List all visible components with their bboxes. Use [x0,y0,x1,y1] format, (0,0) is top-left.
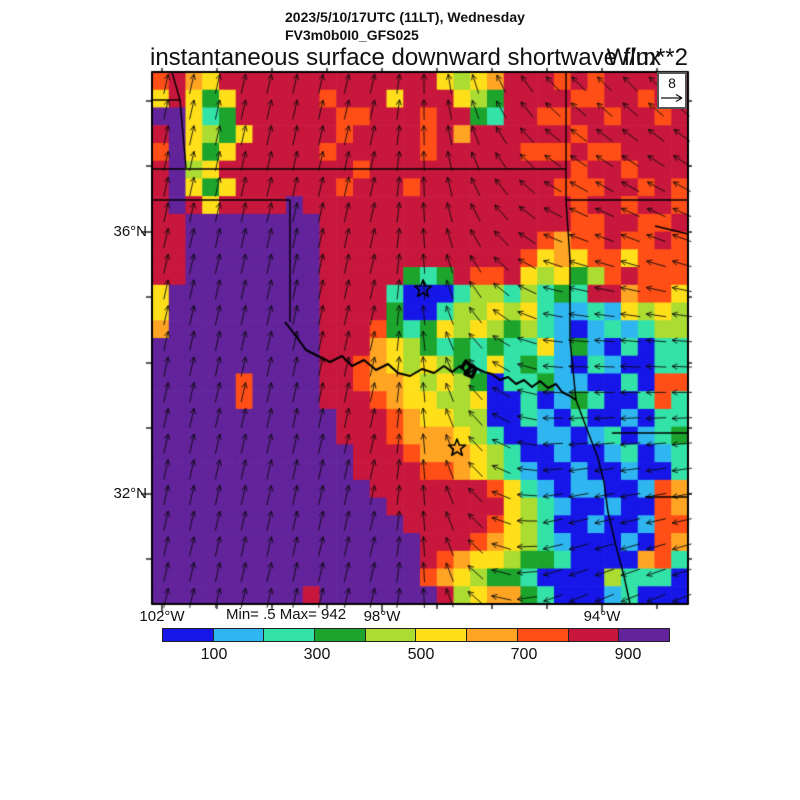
colorbar-segment [263,628,316,642]
lon-label-94w: 94°W [583,608,621,625]
colorbar-segment [618,628,670,642]
valid-time-header: 2023/5/10/17UTC (11LT), Wednesday [285,9,525,25]
colorbar-segment [415,628,468,642]
colorbar-segment [314,628,366,642]
reference-arrow-icon [661,93,683,103]
colorbar-segment [212,628,265,642]
plot-title: instantaneous surface downward shortwave… [150,44,661,71]
colorbar-segment [567,628,620,642]
colorbar-label-500: 500 [407,646,435,663]
lat-label-32n: 32°N [113,485,147,502]
colorbar-label-900: 900 [614,646,642,663]
colorbar-label-300: 300 [303,646,331,663]
colorbar-segment [364,628,417,642]
lon-label-98w: 98°W [363,608,401,625]
colorbar-segment [516,628,569,642]
colorbar-label-700: 700 [510,646,538,663]
lon-label-102w: 102°W [139,608,185,625]
lat-label-36n: 36°N [113,223,147,240]
colorbar-label-100: 100 [200,646,228,663]
colorbar-segment [162,628,214,642]
colorbar-segment [466,628,518,642]
reference-vector-box: 8 [657,72,687,109]
plot-units-label: W/m**2 [606,44,688,71]
model-name-header: FV3m0b0I0_GFS025 [285,27,419,43]
colorbar [162,628,670,642]
reference-vector-value: 8 [668,75,676,91]
min-max-stats: Min= .5 Max= 942 [226,606,347,623]
